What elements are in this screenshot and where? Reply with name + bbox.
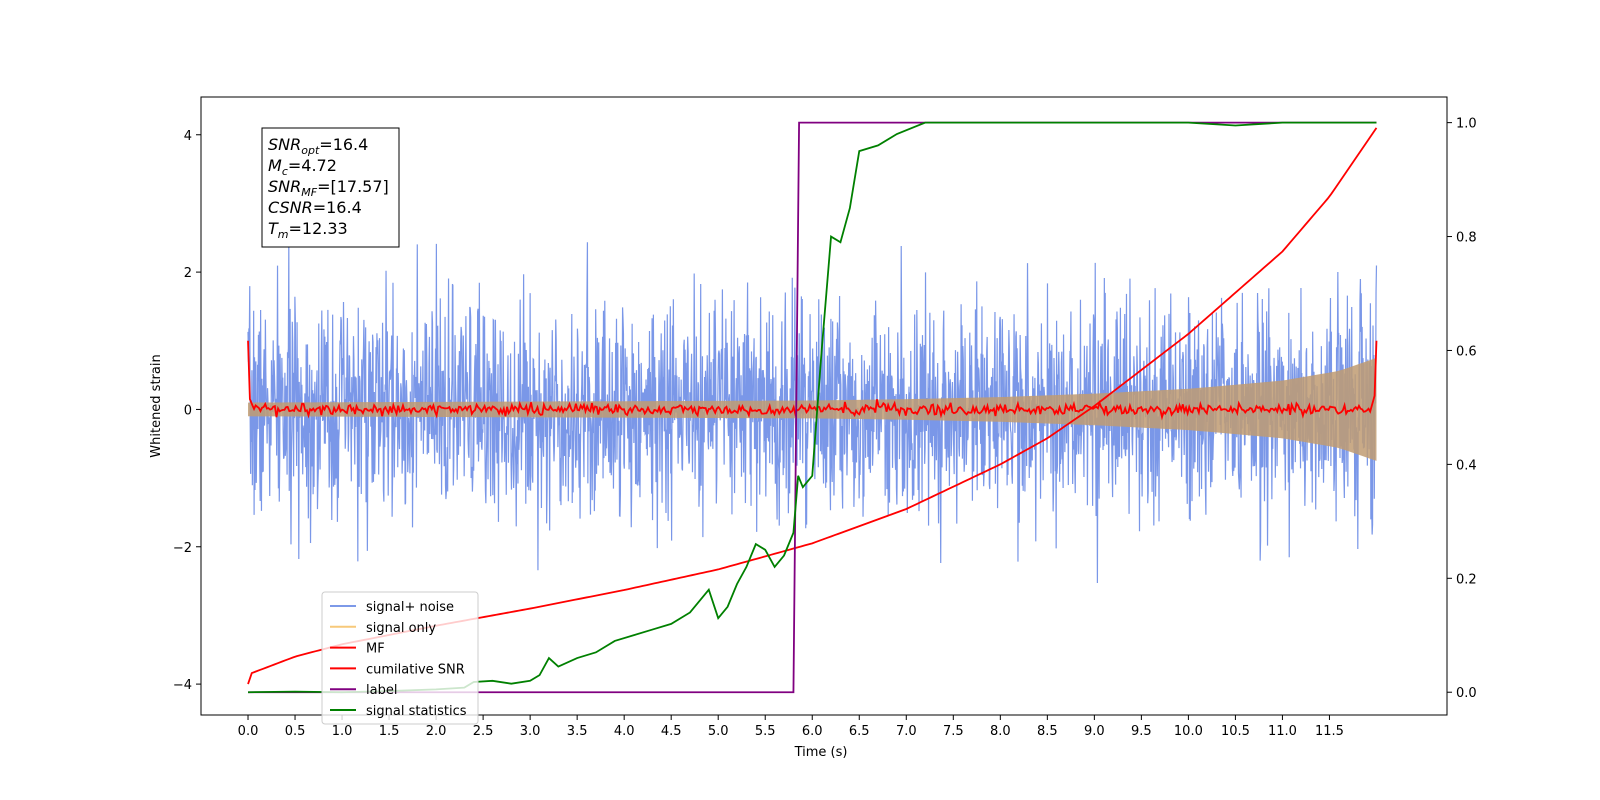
x-tick-label: 3.5	[567, 724, 588, 739]
x-tick-label: 0.0	[238, 724, 259, 739]
y-left-tick-label: 2	[184, 266, 192, 281]
annotation-line: Tm=12.33	[268, 219, 348, 241]
y-axis-left: 4 2 0 −2 −4	[173, 129, 201, 693]
x-tick-label: 4.5	[661, 724, 682, 739]
x-tick-label: 9.0	[1084, 724, 1105, 739]
y-right-tick-label: 0.6	[1456, 344, 1477, 359]
legend: signal+ noise signal only MF cumilative SNR…	[321, 591, 479, 725]
annotation-line: SNRopt=16.4	[268, 135, 368, 157]
x-tick-label: 5.5	[755, 724, 776, 739]
annotation-line: SNRMF=[17.57]	[268, 177, 389, 199]
legend-label: signal only	[366, 621, 436, 636]
legend-label: cumilative SNR	[366, 662, 465, 677]
series-mf-line	[247, 340, 1378, 421]
y-right-tick-label: 0.8	[1456, 231, 1477, 246]
x-tick-label: 7.0	[896, 724, 917, 739]
x-axis-label: Time (s)	[794, 745, 848, 760]
y-right-tick-label: 0.0	[1456, 686, 1477, 701]
x-tick-label: 11.0	[1268, 724, 1297, 739]
x-tick-label: 1.5	[379, 724, 400, 739]
x-tick-label: 3.0	[520, 724, 541, 739]
annotation-line: Mc=4.72	[268, 156, 337, 178]
x-tick-label: 5.0	[708, 724, 729, 739]
y-right-tick-label: 0.4	[1456, 458, 1477, 473]
series-signal-statistics-line	[248, 121, 1377, 694]
y-left-tick-label: 0	[184, 403, 192, 418]
x-tick-label: 8.5	[1037, 724, 1058, 739]
series-signal-only-band	[248, 357, 1377, 461]
y-left-tick-label: 4	[184, 129, 192, 144]
x-tick-label: 0.5	[285, 724, 306, 739]
x-tick-label: 9.5	[1131, 724, 1152, 739]
x-tick-label: 6.5	[849, 724, 870, 739]
x-tick-label: 10.5	[1221, 724, 1250, 739]
y-right-tick-label: 1.0	[1456, 117, 1477, 132]
x-tick-label: 1.0	[332, 724, 353, 739]
x-tick-label: 2.5	[473, 724, 494, 739]
y-left-tick-label: −2	[173, 541, 192, 556]
legend-label: signal statistics	[366, 704, 467, 719]
y-axis-right: 1.0 0.8 0.6 0.4 0.2 0.0	[1447, 117, 1477, 701]
x-axis: 0.0 0.5 1.0 1.5 2.0 2.5 3.0 3.5 4.0 4.5 5.0 5.5 6.0 6…	[238, 715, 1344, 739]
x-tick-label: 8.0	[990, 724, 1011, 739]
y-axis-label: Whitened strain	[149, 354, 164, 457]
legend-frame	[321, 591, 479, 725]
annotation-line: CSNR=16.4	[268, 198, 362, 217]
y-right-tick-label: 0.2	[1456, 572, 1477, 587]
plot-frame	[200, 96, 1448, 716]
y-left-tick-label: −4	[173, 678, 192, 693]
legend-label: signal+ noise	[366, 600, 454, 615]
legend-label: label	[366, 683, 397, 698]
x-tick-label: 11.5	[1315, 724, 1344, 739]
annotation-frame	[261, 127, 400, 248]
x-tick-label: 6.0	[802, 724, 823, 739]
annotation-box: SNRopt=16.4Mc=4.72SNRMF=[17.57]CSNR=16.4…	[261, 127, 400, 248]
x-tick-label: 10.0	[1174, 724, 1203, 739]
x-tick-label: 4.0	[614, 724, 635, 739]
x-tick-label: 2.0	[426, 724, 447, 739]
x-tick-label: 7.5	[943, 724, 964, 739]
legend-label: MF	[366, 642, 385, 657]
